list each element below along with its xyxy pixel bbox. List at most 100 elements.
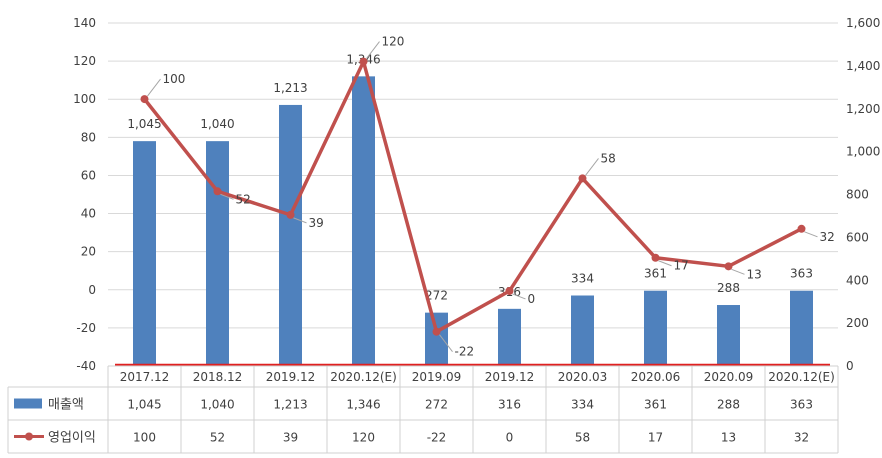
data-table: 2017.12 2018.12 2019.12 2020.12(E) 2019.09 20… xyxy=(7,365,839,454)
table-cell: 363 xyxy=(790,398,813,412)
table-cell: 1,346 xyxy=(346,398,380,412)
table-cell: 272 xyxy=(425,398,448,412)
revenue-bars xyxy=(133,76,813,366)
right-tick-label: 1,600 xyxy=(846,16,880,30)
grid-lines xyxy=(108,22,838,329)
profit-line-label: 0 xyxy=(528,292,536,306)
right-tick-label: 400 xyxy=(846,273,869,287)
profit-line-label: 17 xyxy=(674,259,689,273)
revenue-bar xyxy=(498,308,521,366)
table-cell: 0 xyxy=(506,431,514,445)
right-tick-label: 1,400 xyxy=(846,59,880,73)
profit-point xyxy=(578,174,587,183)
revenue-bar-label: 1,045 xyxy=(127,117,161,131)
table-cell: 17 xyxy=(648,431,663,445)
category-label: 2020.12(E) xyxy=(768,370,835,384)
profit-series-line xyxy=(143,59,803,334)
profit-label-leader xyxy=(804,231,818,238)
profit-label-leader xyxy=(658,260,672,267)
table-cell: 39 xyxy=(283,431,298,445)
revenue-bar xyxy=(352,76,375,366)
table-cell: 58 xyxy=(575,431,590,445)
revenue-bar-label: 361 xyxy=(644,267,667,281)
legend-key-profit-marker xyxy=(25,432,33,441)
table-cell: 361 xyxy=(644,398,667,412)
table-cell: 100 xyxy=(133,431,156,445)
table-cell: 120 xyxy=(352,431,375,445)
left-tick-label: 60 xyxy=(81,168,96,182)
profit-point xyxy=(651,253,660,262)
profit-label-leader xyxy=(147,78,161,97)
category-label: 2020.06 xyxy=(631,370,681,384)
left-tick-label: 120 xyxy=(73,54,96,68)
revenue-bar-label: 363 xyxy=(790,267,813,281)
profit-line-label: 100 xyxy=(163,72,186,86)
legend-key-revenue xyxy=(14,398,42,409)
profit-label-leader xyxy=(585,158,599,176)
revenue-bar xyxy=(133,141,156,366)
profit-label-leader xyxy=(731,268,745,275)
right-axis-ticks: 0 200 400 600 800 1,000 1,200 1,400 1,600 xyxy=(846,16,880,373)
profit-line-label: -22 xyxy=(455,345,475,359)
left-axis-ticks: -40 -20 0 20 40 60 80 100 120 140 xyxy=(73,16,96,373)
right-tick-label: 1,000 xyxy=(846,145,880,159)
legend-label-profit: 영업이익 xyxy=(48,431,96,446)
category-label: 2017.12 xyxy=(120,370,170,384)
table-cell: 316 xyxy=(498,398,521,412)
category-label: 2018.12 xyxy=(193,370,243,384)
revenue-bar xyxy=(571,295,594,366)
revenue-bar-label: 1,040 xyxy=(200,117,234,131)
left-tick-label: 0 xyxy=(88,283,96,297)
category-label: 2020.09 xyxy=(704,370,754,384)
table-cell: 32 xyxy=(794,431,809,445)
right-tick-label: 200 xyxy=(846,316,869,330)
profit-point xyxy=(432,327,441,336)
category-label: 2020.12(E) xyxy=(330,370,397,384)
table-cell: 52 xyxy=(210,431,225,445)
profit-label-leader xyxy=(220,193,234,200)
revenue-bar xyxy=(206,141,229,366)
profit-line-label: 39 xyxy=(309,216,324,230)
left-tick-label: 140 xyxy=(73,16,96,30)
left-tick-label: 100 xyxy=(73,92,96,106)
profit-point xyxy=(505,286,514,295)
revenue-bar xyxy=(790,290,813,366)
revenue-bar xyxy=(717,305,740,366)
left-tick-label: 80 xyxy=(81,130,96,144)
profit-line-label: 52 xyxy=(236,192,251,206)
table-cell: 288 xyxy=(717,398,740,412)
left-tick-label: 40 xyxy=(81,207,96,221)
table-cell: 1,040 xyxy=(200,398,234,412)
revenue-bar-label: 1,213 xyxy=(273,81,307,95)
category-label: 2019.12 xyxy=(485,370,535,384)
profit-label-leader xyxy=(512,293,526,300)
profit-point xyxy=(286,210,295,219)
profit-point xyxy=(359,57,368,66)
category-label: 2019.12 xyxy=(266,370,316,384)
profit-line-label: 58 xyxy=(601,151,616,165)
profit-line-labels: 100 52 39 120 -22 0 58 17 13 32 xyxy=(147,35,835,359)
category-label: 2019.09 xyxy=(412,370,462,384)
revenue-bar xyxy=(644,290,667,366)
profit-point xyxy=(797,224,806,233)
profit-line-label: 32 xyxy=(820,230,835,244)
profit-label-leader xyxy=(293,217,307,224)
revenue-bar-label: 288 xyxy=(717,281,740,295)
profit-point xyxy=(724,262,733,271)
left-tick-label: 20 xyxy=(81,245,96,259)
right-tick-label: 600 xyxy=(846,230,869,244)
profit-point xyxy=(213,187,222,196)
right-tick-label: 800 xyxy=(846,188,869,202)
revenue-bar xyxy=(279,104,302,366)
category-label: 2020.03 xyxy=(558,370,608,384)
revenue-bar-label: 272 xyxy=(425,289,448,303)
right-tick-label: 1,200 xyxy=(846,102,880,116)
table-cell: 334 xyxy=(571,398,594,412)
profit-label-leader xyxy=(439,334,453,353)
profit-line xyxy=(140,57,806,336)
table-cell: 13 xyxy=(721,431,736,445)
profit-label-leader xyxy=(366,41,380,59)
profit-line-label: 13 xyxy=(747,267,762,281)
left-tick-label: -40 xyxy=(76,359,96,373)
